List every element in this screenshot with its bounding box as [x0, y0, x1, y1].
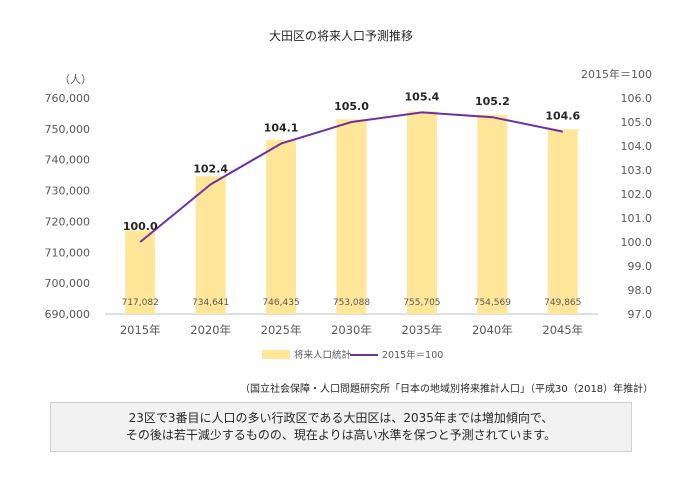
right-tick-label: 97.0 — [628, 308, 653, 321]
x-tick-label: 2045年 — [542, 323, 583, 337]
line-value-label: 104.1 — [264, 122, 299, 135]
left-tick-label: 700,000 — [45, 277, 91, 290]
legend-line-label: 2015年＝100 — [382, 349, 443, 361]
line-value-label: 104.6 — [545, 110, 580, 123]
bar-value-label: 755,705 — [403, 298, 440, 308]
bar-value-label: 734,641 — [192, 298, 229, 308]
x-tick-label: 2015年 — [120, 323, 161, 337]
x-tick-label: 2025年 — [261, 323, 302, 337]
x-tick-label: 2030年 — [331, 323, 372, 337]
bar-value-label: 717,082 — [122, 298, 159, 308]
right-axis: 97.0 98.0 99.0 100.0 101.0 102.0 103.0 104.0 105… — [621, 92, 653, 321]
legend-bar-label: 将来人口統計 — [294, 349, 352, 361]
bar-value-label: 749,865 — [544, 298, 581, 308]
left-tick-label: 750,000 — [45, 123, 91, 136]
right-tick-label: 100.0 — [621, 236, 653, 249]
line-value-label: 105.4 — [405, 90, 440, 103]
bar — [477, 114, 508, 314]
bar-value-labels: 717,082 734,641 746,435 753,088 755,705 754,5… — [122, 298, 582, 308]
bar-value-label: 753,088 — [333, 298, 370, 308]
legend: 将来人口統計 2015年＝100 — [262, 349, 443, 361]
legend-bar-swatch — [262, 350, 290, 359]
line-value-label: 102.4 — [193, 162, 228, 175]
right-tick-label: 106.0 — [621, 92, 653, 105]
population-chart: 大田区の将来人口予測推移 （人） 2015年＝100 690,000 700,00… — [45, 29, 653, 361]
x-tick-label: 2040年 — [472, 323, 513, 337]
right-tick-label: 105.0 — [621, 116, 653, 129]
line-value-label: 100.0 — [123, 220, 158, 233]
summary-line-2: その後は若干減少するものの、現在よりは高い水準を保つと予測されています。 — [125, 428, 557, 442]
summary-line-1: 23区で3番目に人口の多い行政区である大田区は、2035年までは増加傾向で、 — [128, 411, 554, 426]
right-axis-unit: 2015年＝100 — [581, 67, 652, 81]
left-tick-label: 760,000 — [45, 92, 91, 105]
left-axis-unit: （人） — [59, 73, 92, 86]
bar — [336, 119, 367, 314]
line-value-labels: 100.0 102.4 104.1 105.0 105.4 105.2 104.6 — [123, 90, 581, 233]
line-value-label: 105.2 — [475, 95, 510, 108]
left-tick-label: 740,000 — [45, 154, 91, 167]
right-tick-label: 99.0 — [628, 260, 653, 273]
left-tick-label: 690,000 — [45, 308, 91, 321]
left-tick-label: 710,000 — [45, 246, 91, 259]
bar — [266, 139, 297, 314]
right-tick-label: 101.0 — [621, 212, 653, 225]
bar — [547, 129, 578, 314]
bar — [406, 111, 437, 314]
chart-title: 大田区の将来人口予測推移 — [269, 29, 413, 43]
summary-box: 23区で3番目に人口の多い行政区である大田区は、2035年までは増加傾向で、 そ… — [50, 402, 632, 452]
bar — [195, 176, 226, 314]
bar-value-label: 754,569 — [474, 298, 511, 308]
index-line — [139, 111, 563, 243]
right-tick-label: 103.0 — [621, 164, 653, 177]
x-tick-label: 2020年 — [190, 323, 231, 337]
x-tick-label: 2035年 — [402, 323, 443, 337]
line-value-label: 105.0 — [334, 100, 369, 113]
bar-value-label: 746,435 — [262, 298, 299, 308]
bar-series — [125, 111, 578, 314]
line-series — [139, 111, 563, 243]
left-axis: 690,000 700,000 710,000 720,000 730,000 740,0… — [45, 92, 91, 321]
source-note: （国立社会保障・人口問題研究所「日本の地域別将来推計人口」（平成30（2018）… — [240, 384, 654, 395]
right-tick-label: 98.0 — [628, 284, 653, 297]
left-tick-label: 730,000 — [45, 185, 91, 198]
bar — [125, 230, 156, 314]
left-tick-label: 720,000 — [45, 215, 91, 228]
right-tick-label: 104.0 — [621, 140, 653, 153]
right-tick-label: 102.0 — [621, 188, 653, 201]
x-axis: 2015年 2020年 2025年 2030年 2035年 2040年 2045年 — [120, 323, 583, 337]
